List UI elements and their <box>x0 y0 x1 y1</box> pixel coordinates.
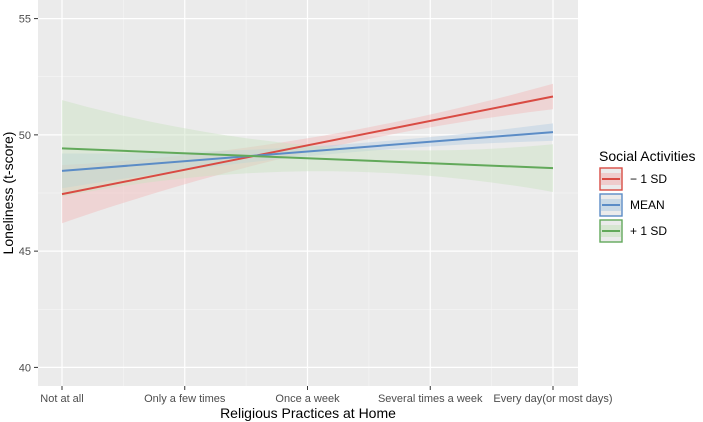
ci-band <box>62 83 553 224</box>
confidence-bands <box>62 83 553 224</box>
x-axis-ticks: Not at all Only a few times Once a week Sev… <box>40 386 613 405</box>
y-tick-label: 45 <box>19 246 31 258</box>
legend-label: MEAN <box>630 198 665 212</box>
legend-label: + 1 SD <box>630 224 667 238</box>
legend: Social Activities − 1 SD MEAN + 1 SD <box>599 148 695 243</box>
y-axis-ticks: 40 45 50 55 <box>19 14 38 374</box>
ci-band <box>62 100 553 197</box>
ci-band <box>62 123 553 189</box>
x-tick-label: Not at all <box>40 393 83 405</box>
y-tick-label: 50 <box>19 130 31 142</box>
x-tick-label: Once a week <box>275 393 340 405</box>
series-lines <box>61 95 554 196</box>
series-line <box>61 147 554 170</box>
x-tick-label: Every day(or most days) <box>493 393 612 405</box>
series-line <box>61 95 554 196</box>
y-tick-label: 55 <box>19 14 31 26</box>
series-line <box>61 131 554 172</box>
y-axis-title: Loneliness (t-score) <box>0 132 16 255</box>
x-tick-label: Only a few times <box>144 393 226 405</box>
y-tick-label: 40 <box>19 362 31 374</box>
x-axis-title: Religious Practices at Home <box>220 405 396 421</box>
legend-label: − 1 SD <box>630 172 667 186</box>
legend-title: Social Activities <box>599 148 695 164</box>
x-tick-label: Several times a week <box>378 393 483 405</box>
grid-lines <box>38 0 578 386</box>
